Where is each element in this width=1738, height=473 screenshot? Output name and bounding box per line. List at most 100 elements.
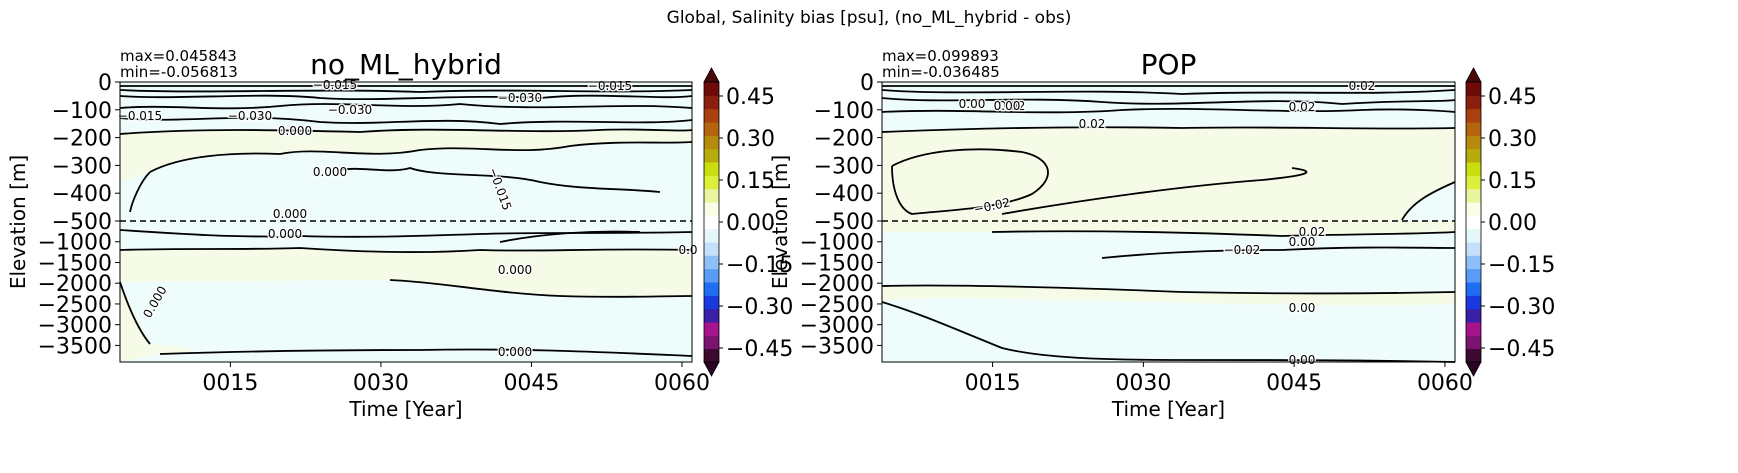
colorbar-segment bbox=[704, 255, 719, 270]
colorbar-segment bbox=[1466, 202, 1481, 216]
colorbar-extend-max bbox=[703, 67, 720, 83]
colorbar-segment bbox=[704, 95, 719, 110]
colorbar-tick-label: 0.30 bbox=[1488, 127, 1537, 152]
contour-line-10 bbox=[1101, 246, 1456, 259]
colorbar-segment bbox=[704, 122, 719, 136]
y-tick-label: −1500 bbox=[38, 251, 112, 276]
y-tick-label: −300 bbox=[814, 154, 874, 179]
colorbar-segment bbox=[1466, 95, 1481, 110]
colorbar-tick-label: −0.15 bbox=[1488, 253, 1555, 278]
contour-line-3 bbox=[881, 97, 1456, 105]
colorbar: 0.45 0.30 0.15 0.00 −0.15 −0.30 −0.45 bbox=[1465, 67, 1555, 377]
contour-label: 0.02 bbox=[1349, 79, 1376, 93]
contour-line-7 bbox=[149, 141, 693, 173]
contour-label: 0.02 bbox=[1289, 100, 1316, 114]
x-tick-label: 0060 bbox=[1417, 371, 1473, 396]
colorbar-segment bbox=[1466, 282, 1481, 296]
y-tick-label: −2500 bbox=[800, 293, 874, 318]
y-tick-label: −400 bbox=[52, 182, 112, 207]
contour-label: 0.00 bbox=[1289, 301, 1316, 315]
contour-line-11 bbox=[119, 247, 693, 254]
colorbar-segment bbox=[704, 242, 719, 256]
contour-label: −0.02 bbox=[1224, 243, 1261, 257]
x-tick-label: 0015 bbox=[202, 371, 258, 396]
contour-line-3 bbox=[119, 94, 693, 101]
colorbar-segment bbox=[704, 175, 719, 190]
colorbar-tick-label: 0.45 bbox=[726, 85, 775, 110]
y-tick-label: −300 bbox=[52, 154, 112, 179]
contour-label: 0.00 bbox=[959, 97, 986, 111]
colorbar-extend-max bbox=[1465, 67, 1482, 83]
colorbar-tick-label: −0.45 bbox=[726, 337, 793, 362]
y-tick-label: 0 bbox=[98, 71, 112, 96]
x-tick-label: 0030 bbox=[1115, 371, 1171, 396]
colorbar-segment bbox=[1466, 162, 1481, 176]
colorbar-tick-label: 0.45 bbox=[1488, 85, 1537, 110]
y-tick-label: −100 bbox=[814, 99, 874, 124]
axes-frame bbox=[119, 81, 693, 363]
contour-label: 0.02 bbox=[1299, 225, 1326, 239]
colorbar-segment bbox=[1466, 295, 1481, 310]
contour-line-2 bbox=[119, 89, 693, 93]
colorbar-segment bbox=[1466, 335, 1481, 350]
y-tick-label: −500 bbox=[52, 210, 112, 235]
y-axis-label: Elevation [m] bbox=[6, 155, 30, 289]
colorbar-segment bbox=[704, 135, 719, 150]
colorbar-segment bbox=[704, 162, 719, 176]
contour-line-5 bbox=[119, 116, 693, 125]
colorbar-segment bbox=[1466, 308, 1481, 323]
positive-region-1 bbox=[120, 129, 692, 182]
contour-label: 0.02 bbox=[999, 99, 1026, 113]
colorbar-tick-label: −0.30 bbox=[1488, 295, 1555, 320]
stat-text: min=-0.036485 bbox=[882, 63, 1000, 81]
contour-line-8 bbox=[1401, 181, 1456, 221]
contour-line-4 bbox=[881, 107, 1456, 114]
y-tick-label: −400 bbox=[814, 182, 874, 207]
colorbar-segment bbox=[704, 308, 719, 323]
x-tick-label: 0060 bbox=[654, 371, 710, 396]
contour-label: 0.000 bbox=[313, 165, 347, 179]
y-tick-label: −1000 bbox=[38, 231, 112, 256]
y-tick-label: −3500 bbox=[38, 334, 112, 359]
positive-region-2 bbox=[120, 248, 692, 297]
contour-line-8 bbox=[129, 171, 151, 213]
contour-label: −0.030 bbox=[498, 91, 542, 105]
contour-label: −0.015 bbox=[588, 79, 632, 93]
contour-line-9 bbox=[339, 167, 661, 193]
colorbar-segment bbox=[1466, 108, 1481, 123]
contour-line-14 bbox=[159, 348, 693, 357]
contour-line-2 bbox=[881, 89, 1456, 95]
y-tick-label: −200 bbox=[814, 127, 874, 152]
y-tick-label: −2000 bbox=[800, 272, 874, 297]
contour-label: −0.030 bbox=[328, 103, 372, 117]
contour-panel-1: 0.000−0.015 −0.0300.000−0.030−0.0150.000−… bbox=[6, 47, 793, 421]
colorbar-segment bbox=[1466, 228, 1481, 243]
contour-line-12 bbox=[389, 279, 693, 298]
contour-label: −0.030 bbox=[228, 109, 272, 123]
panel-title: POP bbox=[1141, 48, 1197, 81]
contour-label: 0.02 bbox=[1079, 117, 1106, 131]
y-tick-label: −1500 bbox=[800, 251, 874, 276]
panel-background bbox=[120, 82, 692, 362]
colorbar-tick-label: 0.00 bbox=[726, 211, 775, 236]
colorbar-segment bbox=[1466, 322, 1481, 336]
colorbar-segment bbox=[1466, 348, 1481, 363]
contour-label: 0.000 bbox=[278, 124, 312, 138]
contour-label: 0.000 bbox=[498, 345, 532, 359]
positive-region-3 bbox=[120, 282, 192, 362]
colorbar-segment bbox=[1466, 268, 1481, 283]
colorbar-tick-label: 0.00 bbox=[1488, 211, 1537, 236]
y-tick-label: −200 bbox=[52, 127, 112, 152]
panel-title: no_ML_hybrid bbox=[310, 48, 502, 81]
colorbar-segment bbox=[704, 228, 719, 243]
colorbar-segment bbox=[704, 335, 719, 350]
colorbar-segment bbox=[1466, 135, 1481, 150]
y-axis-label: Elevation [m] bbox=[768, 155, 792, 289]
colorbar-segment bbox=[704, 215, 719, 230]
contour-label: 0.000 bbox=[498, 263, 532, 277]
x-tick-label: 0045 bbox=[503, 371, 559, 396]
contour-label: 0.000 bbox=[273, 207, 307, 221]
colorbar-segment bbox=[704, 108, 719, 123]
colorbar-tick-label: −0.30 bbox=[726, 295, 793, 320]
positive-region-1 bbox=[882, 127, 1455, 236]
